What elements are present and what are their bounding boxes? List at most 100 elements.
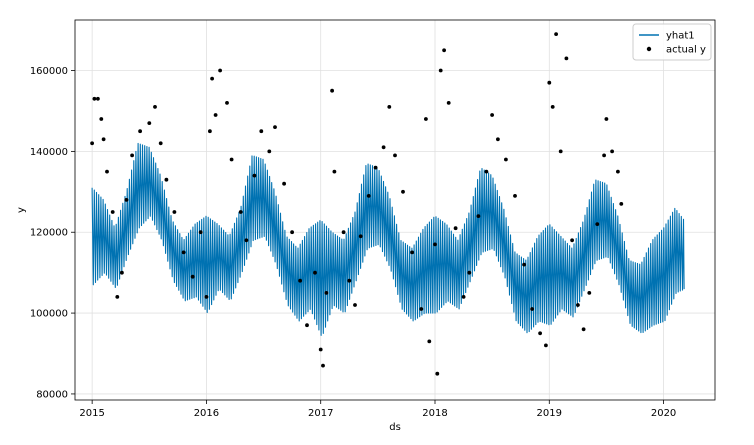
actual-y-point	[522, 262, 526, 267]
actual-y-point	[198, 230, 203, 235]
actual-y-point	[353, 303, 357, 307]
actual-y-point	[467, 270, 472, 275]
actual-y-point	[330, 88, 334, 93]
actual-y-point	[259, 129, 264, 134]
legend-dot-swatch	[646, 46, 652, 52]
actual-y-point	[147, 121, 152, 125]
actual-y-point	[321, 363, 325, 368]
legend-label-actual-y: actual y	[666, 45, 706, 56]
actual-y-point	[550, 105, 555, 109]
legend-label-yhat1: yhat1	[666, 31, 695, 42]
x-tick-label: 2019	[537, 408, 562, 419]
actual-y-point	[393, 153, 397, 158]
actual-y-point	[124, 198, 129, 202]
actual-y-point	[358, 234, 363, 239]
actual-y-point	[366, 194, 371, 198]
actual-y-series	[90, 32, 624, 376]
actual-y-point	[164, 177, 169, 182]
actual-y-point	[101, 137, 106, 142]
actual-y-point	[210, 76, 215, 81]
actual-y-point	[92, 96, 97, 101]
actual-y-point	[347, 278, 352, 283]
actual-y-point	[313, 270, 317, 275]
actual-y-point	[595, 222, 600, 227]
yhat1-line	[91, 142, 685, 336]
actual-y-point	[419, 307, 424, 311]
actual-y-point	[438, 68, 443, 73]
actual-y-point	[453, 226, 458, 231]
actual-y-point	[604, 117, 609, 121]
actual-y-point	[538, 331, 542, 336]
actual-y-point	[213, 113, 218, 117]
actual-y-point	[120, 270, 124, 275]
actual-y-point	[238, 210, 243, 214]
y-tick-label: 160000	[30, 66, 68, 77]
y-axis-label: y	[16, 207, 27, 213]
x-tick-label: 2016	[194, 408, 219, 419]
actual-y-point	[324, 291, 329, 295]
y-axis-ticks: 80000 100000 120000 140000 160000	[30, 66, 75, 400]
actual-y-point	[282, 181, 286, 186]
actual-y-point	[435, 371, 440, 376]
actual-y-point	[96, 96, 100, 101]
x-tick-label: 2018	[422, 408, 447, 419]
actual-y-point	[610, 149, 614, 154]
actual-y-point	[332, 169, 337, 174]
actual-y-point	[616, 169, 620, 174]
y-tick-label: 80000	[36, 389, 68, 400]
legend-box	[632, 23, 712, 61]
actual-y-point	[496, 137, 500, 142]
actual-y-point	[190, 274, 195, 279]
actual-y-point	[570, 238, 574, 243]
actual-y-point	[204, 295, 209, 299]
actual-y-point	[373, 165, 378, 170]
actual-y-point	[229, 157, 234, 162]
actual-y-point	[544, 343, 548, 348]
actual-y-point	[115, 295, 120, 299]
actual-y-point	[273, 125, 277, 129]
actual-y-point	[558, 149, 563, 154]
actual-y-point	[225, 101, 229, 105]
actual-y-point	[90, 141, 94, 146]
actual-y-point	[105, 169, 109, 174]
grid	[75, 20, 715, 400]
actual-y-point	[424, 117, 428, 121]
actual-y-point	[484, 169, 489, 174]
actual-y-point	[504, 157, 508, 162]
actual-y-point	[218, 68, 223, 73]
actual-y-point	[305, 323, 309, 328]
y-tick-label: 120000	[30, 228, 68, 239]
actual-y-point	[387, 105, 392, 109]
actual-y-point	[153, 105, 157, 109]
actual-y-point	[290, 230, 294, 235]
actual-y-point	[619, 202, 624, 206]
plot-frame	[74, 19, 716, 401]
x-tick-label: 2015	[79, 408, 104, 419]
actual-y-point	[410, 250, 414, 255]
actual-y-point	[298, 278, 302, 283]
actual-y-point	[99, 117, 104, 121]
x-tick-label: 2017	[308, 408, 333, 419]
x-axis-label: ds	[389, 422, 401, 433]
actual-y-point	[587, 291, 592, 295]
actual-y-point	[110, 210, 115, 214]
actual-y-point	[208, 129, 212, 134]
actual-y-point	[130, 153, 135, 158]
actual-y-point	[446, 101, 451, 105]
actual-y-point	[461, 295, 466, 299]
actual-y-point	[181, 250, 186, 255]
y-tick-label: 100000	[30, 309, 68, 320]
x-axis-ticks: 2015 2016 2017 2018 2019 2020	[79, 400, 676, 419]
actual-y-point	[490, 113, 494, 117]
actual-y-point	[442, 48, 446, 53]
actual-y-point	[267, 149, 272, 154]
actual-y-point	[602, 153, 606, 158]
x-tick-label: 2020	[651, 408, 676, 419]
actual-y-point	[576, 303, 580, 307]
actual-y-point	[554, 32, 558, 36]
actual-y-point	[476, 214, 481, 219]
actual-y-point	[341, 230, 346, 235]
actual-y-point	[244, 238, 249, 243]
actual-y-point	[172, 210, 177, 214]
